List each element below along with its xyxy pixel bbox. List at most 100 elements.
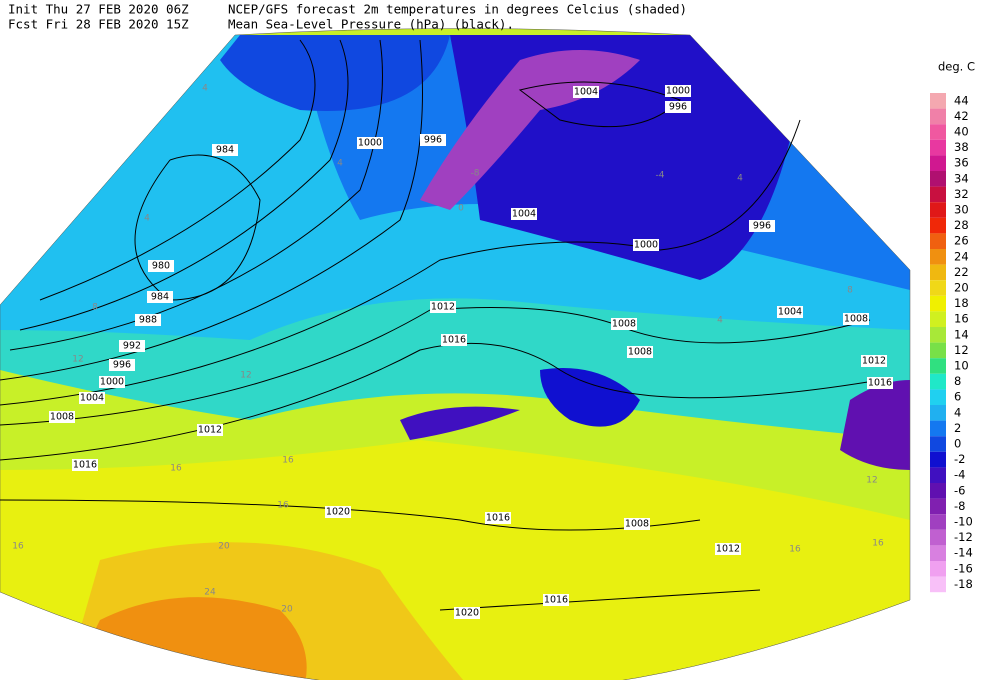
isobar-label-box	[624, 518, 650, 530]
isobar-label-box	[485, 512, 511, 524]
isobar-label-box	[109, 359, 135, 371]
colorbar-swatch	[930, 155, 946, 171]
colorbar-swatch	[930, 327, 946, 343]
colorbar-swatch	[930, 436, 946, 452]
isobar-label: 1008	[612, 319, 636, 330]
header: Init Thu 27 FEB 2020 06Z Fcst Fri 28 FEB…	[8, 2, 975, 74]
colorbar-swatch	[930, 389, 946, 405]
isobar-label: 1000	[358, 138, 382, 149]
colorbar-swatch	[930, 217, 946, 234]
isobar-label-box	[212, 144, 238, 156]
isobar-label: 1004	[512, 209, 536, 220]
colorbar-swatch	[930, 514, 946, 530]
colorbar-swatch	[930, 561, 946, 577]
isobar-label-box	[777, 306, 803, 318]
colorbar-swatch	[930, 93, 946, 109]
isobar-label-box	[197, 424, 223, 436]
colorbar-label: -8	[954, 499, 965, 513]
isobar-label-box	[119, 340, 145, 352]
isobar-label-box	[627, 346, 653, 358]
colorbar-swatch	[930, 124, 946, 140]
isobar-label: 996	[424, 135, 442, 146]
map-border	[0, 28, 911, 680]
isobar-label: 1020	[326, 507, 350, 518]
colorbar-label: -16	[954, 561, 973, 575]
colorbar-swatch	[930, 280, 946, 296]
colorbar-label: 34	[954, 171, 969, 185]
colorbar-swatch	[930, 545, 946, 561]
colorbar-label: -4	[954, 468, 965, 482]
isobar-label: 1016	[73, 460, 97, 471]
isobar-label-box	[430, 301, 456, 313]
colorbar-label: 14	[954, 327, 969, 341]
title: NCEP/GFS forecast 2m temperatures in deg…	[228, 2, 687, 17]
temperature-label: 24	[204, 588, 216, 598]
temperature-label: 8	[92, 303, 98, 313]
isobar-label-box	[511, 208, 537, 220]
temperature-label: 20	[281, 605, 293, 615]
temperature-label: 4	[144, 214, 150, 224]
subtitle: Mean Sea-Level Pressure (hPa) (black).	[228, 17, 514, 32]
isobar-label: 1004	[574, 87, 598, 98]
isobar-label-box	[665, 101, 691, 113]
temperature-label: -8	[471, 169, 480, 179]
isobar-label: 1004	[80, 393, 104, 404]
isobar-label-box	[611, 318, 637, 330]
temperature-label: 16	[282, 456, 294, 466]
isobar-label: 1008	[625, 519, 649, 530]
isobar-label: 1016	[868, 378, 892, 389]
colorbar-label: -18	[954, 577, 973, 591]
colorbar-label: 28	[954, 218, 969, 232]
colorbar-label: 36	[954, 156, 969, 170]
colorbar-label: 10	[954, 359, 969, 373]
colorbar-swatch	[930, 451, 946, 468]
colorbar-swatch	[930, 483, 946, 499]
isobar-label: 984	[151, 292, 169, 303]
isobar-label-box	[454, 607, 480, 619]
isobar-label-box	[573, 86, 599, 98]
temperature-label: 20	[218, 542, 230, 552]
temperature-label: 16	[170, 464, 182, 474]
colorbar-label: 2	[954, 421, 961, 435]
colorbar-swatch	[930, 186, 946, 203]
temperature-label: 12	[72, 355, 83, 365]
isobar-label-box	[99, 376, 125, 388]
isobar-label: 1000	[100, 377, 124, 388]
colorbar-label: 20	[954, 281, 969, 295]
isobar-label-box	[441, 334, 467, 346]
isobar-label-box	[843, 313, 869, 325]
colorbar-label: -14	[954, 546, 973, 560]
temperature-label: 4	[717, 316, 723, 326]
colorbar-label: 18	[954, 296, 969, 310]
isobar-label-box	[72, 459, 98, 471]
isobar-label-box	[79, 392, 105, 404]
isobar-label: 1012	[431, 302, 455, 313]
isobar-label-box	[715, 543, 741, 555]
colorbar-label: 42	[954, 109, 969, 123]
isobar-label: 1008	[50, 412, 74, 423]
temperature-label: 12	[866, 476, 877, 486]
isobar-label: 1000	[634, 240, 658, 251]
colorbar-label: 38	[954, 140, 969, 154]
isobar-label-box	[543, 594, 569, 606]
colorbar-swatch	[930, 295, 946, 312]
colorbar-swatch	[930, 342, 946, 359]
temperature-label: 16	[872, 539, 884, 549]
colorbar-swatch	[930, 249, 946, 265]
isobar-label: 980	[152, 261, 170, 272]
isobars	[0, 39, 881, 611]
isobar-label: 1000	[666, 86, 690, 97]
colorbar-swatch	[930, 576, 946, 593]
colorbar-label: 24	[954, 249, 969, 263]
colorbar-label: 32	[954, 187, 969, 201]
temperature-label: 4	[337, 159, 343, 169]
temperature-label: 4	[202, 84, 208, 94]
isobar-label: 1004	[778, 307, 802, 318]
colorbar-label: -12	[954, 530, 973, 544]
colorbar-swatch	[930, 202, 946, 218]
colorbar-swatch	[930, 467, 946, 483]
colorbar-label: -6	[954, 483, 965, 497]
